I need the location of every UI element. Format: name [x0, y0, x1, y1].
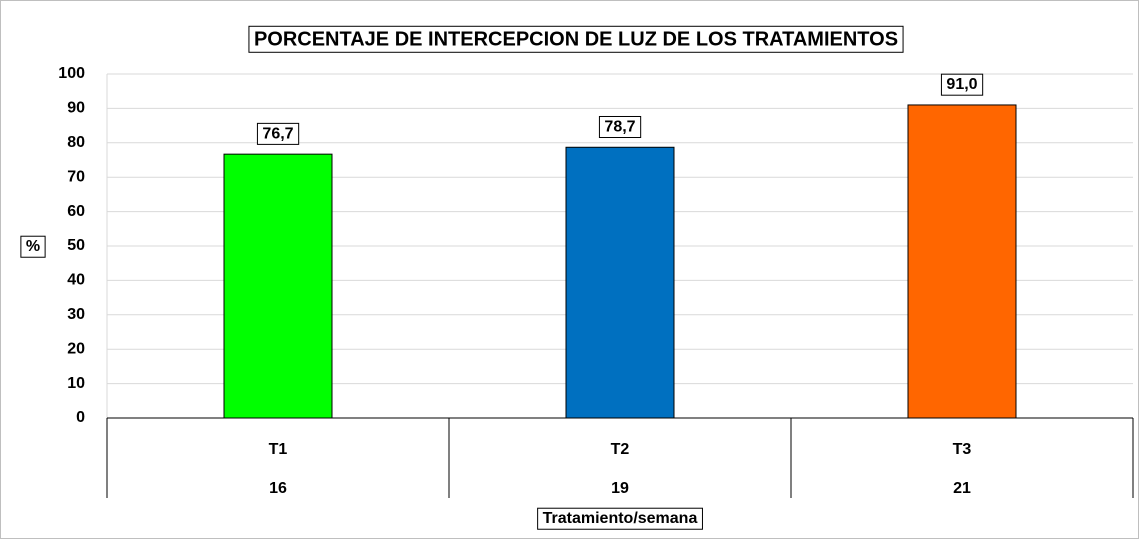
y-tick-label: 10	[67, 375, 85, 392]
y-tick-label: 70	[67, 168, 85, 185]
value-label: 76,7	[262, 125, 293, 142]
x-axis-title-box	[537, 507, 703, 530]
y-tick-label: 40	[67, 272, 85, 289]
value-label: 91,0	[946, 76, 977, 93]
y-tick-label: 60	[67, 203, 85, 220]
bar	[223, 153, 333, 419]
y-tick-label: 30	[67, 306, 85, 323]
value-label: 78,7	[604, 118, 635, 135]
x-tick-label: T1	[269, 441, 288, 458]
y-tick-label: 80	[67, 134, 85, 151]
x-subtick-label: 16	[269, 480, 287, 497]
x-tick-label: T3	[953, 441, 972, 458]
value-label-box	[940, 73, 984, 96]
y-axis-title: %	[26, 238, 40, 255]
chart-title-box	[248, 25, 904, 53]
y-axis-title-box	[20, 235, 46, 258]
bar	[565, 146, 675, 419]
x-subtick-label: 21	[953, 480, 971, 497]
y-tick-label: 90	[67, 100, 85, 117]
y-tick-label: 0	[76, 409, 85, 426]
bar	[907, 104, 1017, 419]
chart-title: PORCENTAJE DE INTERCEPCION DE LUZ DE LOS…	[254, 28, 898, 50]
value-label-box	[256, 122, 300, 145]
x-tick-label: T2	[611, 441, 630, 458]
x-axis-title: Tratamiento/semana	[543, 510, 698, 527]
value-label-box	[598, 115, 642, 139]
y-tick-label: 20	[67, 340, 85, 357]
x-subtick-label: 19	[611, 480, 629, 497]
y-tick-label: 100	[58, 65, 85, 82]
y-tick-label: 50	[67, 237, 85, 254]
